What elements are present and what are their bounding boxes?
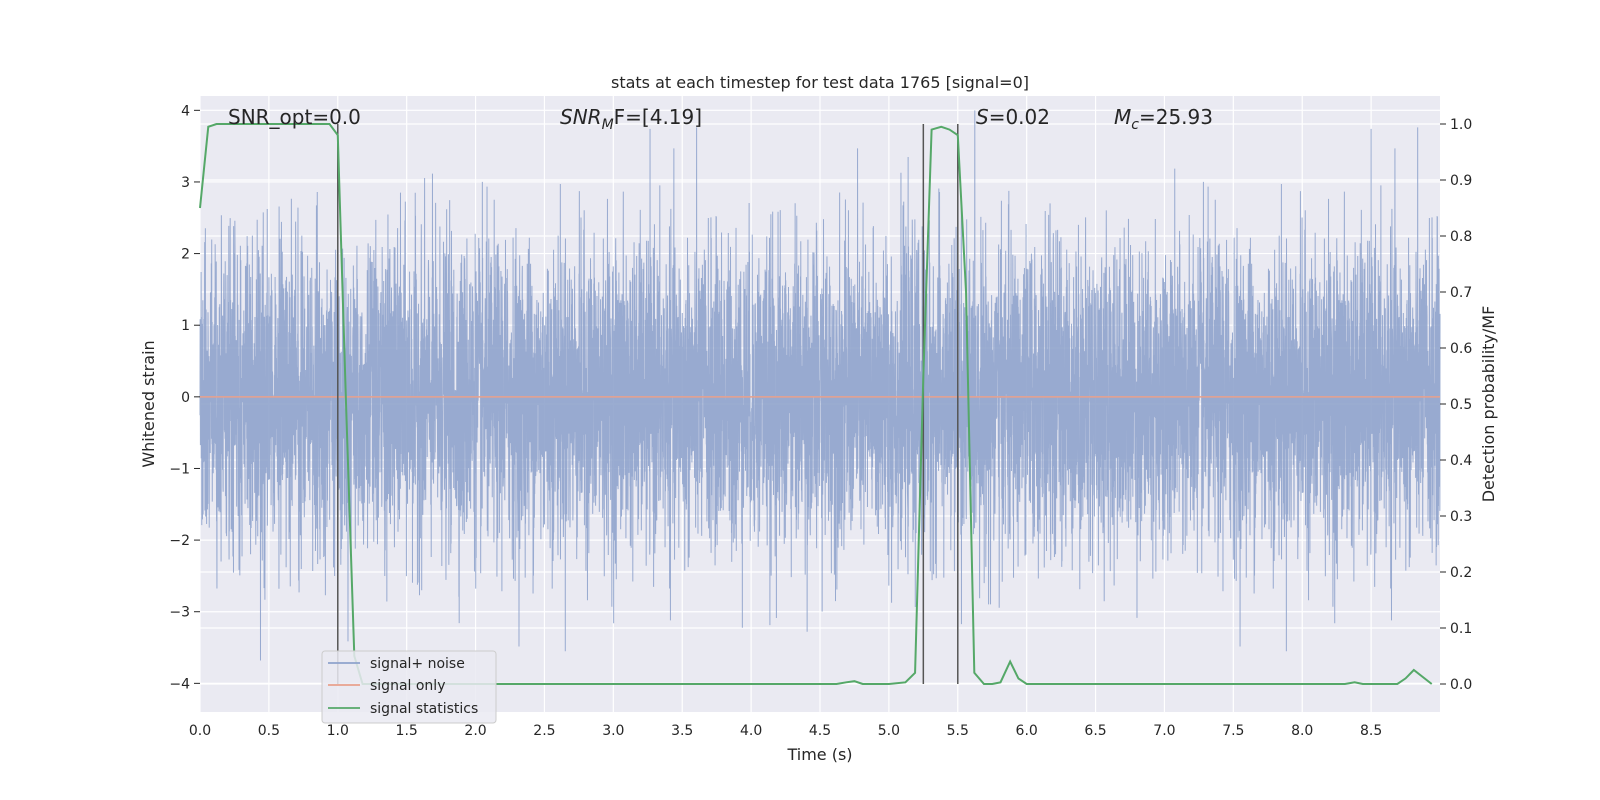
- y-left-tick-label-0: 4: [181, 103, 190, 119]
- x-tick-label-10: 5.0: [878, 723, 900, 739]
- x-tick-label-15: 7.5: [1222, 723, 1244, 739]
- y-right-tick-label-6: 0.4: [1450, 453, 1472, 469]
- x-tick-label-14: 7.0: [1153, 723, 1175, 739]
- y-right-tick-label-8: 0.2: [1450, 565, 1472, 581]
- y-left-tick-label-6: −2: [169, 533, 190, 549]
- x-tick-label-8: 4.0: [740, 723, 762, 739]
- y-axis-left-ticks: 4 3 2 1 0 −1 −2 −3 −4: [169, 103, 200, 692]
- y-right-tick-label-9: 0.1: [1450, 621, 1472, 637]
- x-axis-ticks: 0.0 0.5 1.0 1.5 2.0 2.5 3.0 3.5 4.0 4.5 5.0 5.5 6.0 6…: [189, 723, 1382, 739]
- y-left-tick-label-7: −3: [169, 605, 190, 621]
- y-right-tick-label-0: 1.0: [1450, 117, 1472, 133]
- x-tick-label-5: 2.5: [533, 723, 555, 739]
- y-axis-left-label: Whitened strain: [139, 340, 158, 467]
- statistics-line: [199, 123, 1433, 685]
- x-tick-label-1: 0.5: [258, 723, 280, 739]
- annotation-snr-mf: SNRMF=[4.19]: [560, 105, 702, 133]
- y-right-tick-label-5: 0.5: [1450, 397, 1472, 413]
- y-left-tick-label-3: 1: [181, 318, 190, 334]
- legend-label-signal-only: signal only: [370, 678, 445, 694]
- series-signal-noise: [199, 110, 1441, 661]
- y-left-tick-label-8: −4: [169, 676, 190, 692]
- chart-title: stats at each timestep for test data 176…: [611, 73, 1029, 92]
- series-signal-statistics: [199, 123, 1433, 685]
- y-right-tick-label-3: 0.7: [1450, 285, 1472, 301]
- x-tick-label-13: 6.5: [1084, 723, 1106, 739]
- y-left-tick-label-1: 3: [181, 175, 190, 191]
- x-axis-label: Time (s): [786, 745, 852, 764]
- x-tick-label-7: 3.5: [671, 723, 693, 739]
- x-tick-label-2: 1.0: [327, 723, 349, 739]
- x-tick-label-3: 1.5: [396, 723, 418, 739]
- y-axis-right-label: Detection probability/MF: [1479, 306, 1498, 503]
- legend: signal+ noise signal only signal statist…: [321, 650, 497, 724]
- x-tick-label-4: 2.0: [464, 723, 486, 739]
- y-right-tick-label-7: 0.3: [1450, 509, 1472, 525]
- legend-label-signal-statistics: signal statistics: [370, 701, 478, 717]
- y-right-tick-label-2: 0.8: [1450, 229, 1472, 245]
- y-left-tick-label-2: 2: [181, 247, 190, 263]
- y-left-tick-label-4: 0: [181, 390, 190, 406]
- y-right-tick-label-4: 0.6: [1450, 341, 1472, 357]
- noise-line: [199, 110, 1441, 661]
- x-tick-label-12: 6.0: [1016, 723, 1038, 739]
- y-left-tick-label-5: −1: [169, 461, 190, 477]
- legend-box: [321, 650, 497, 724]
- x-tick-label-9: 4.5: [809, 723, 831, 739]
- annotation-mc: Mc=25.93: [1114, 105, 1213, 133]
- y-right-tick-label-1: 0.9: [1450, 173, 1472, 189]
- annotation-s: S=0.02: [976, 105, 1050, 129]
- legend-label-signal-noise: signal+ noise: [370, 656, 465, 672]
- y-right-tick-label-10: 0.0: [1450, 677, 1472, 693]
- y-axis-right-ticks: 1.0 0.9 0.8 0.7 0.6 0.5 0.4 0.3 0.2 0.1 0.0: [1440, 117, 1472, 693]
- annotation-snr-opt: SNR_opt=0.0: [228, 105, 361, 129]
- x-tick-label-16: 8.0: [1291, 723, 1313, 739]
- x-tick-label-17: 8.5: [1360, 723, 1382, 739]
- x-tick-label-6: 3.0: [602, 723, 624, 739]
- x-tick-label-0: 0.0: [189, 723, 211, 739]
- x-tick-label-11: 5.5: [947, 723, 969, 739]
